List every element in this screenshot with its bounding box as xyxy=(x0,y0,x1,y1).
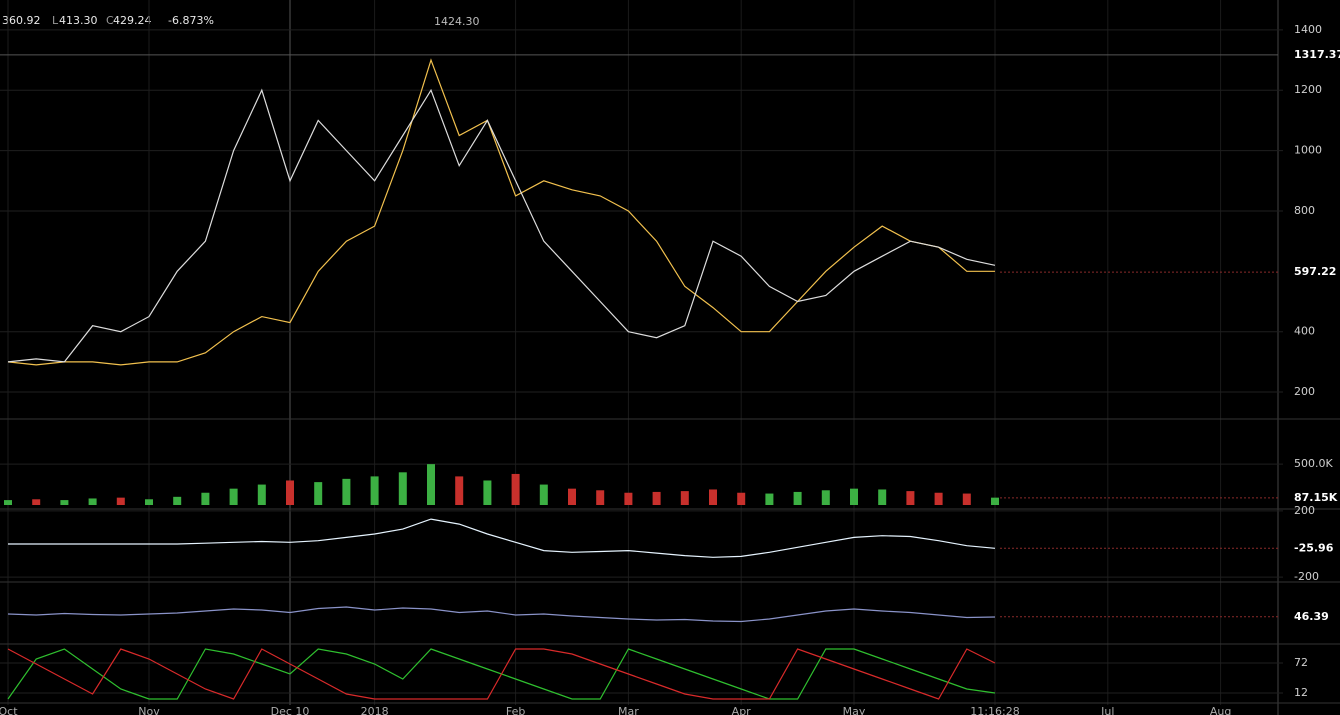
volume-bar xyxy=(934,492,943,505)
marker-label: 597.22 xyxy=(1294,265,1336,278)
volume-bar xyxy=(906,491,915,505)
high-value: 360.92 xyxy=(2,14,41,27)
volume-bar xyxy=(596,490,605,505)
x-tick-label: 2018 xyxy=(361,705,389,715)
volume-bar xyxy=(201,492,210,505)
y-tick-label: 200 xyxy=(1294,385,1315,398)
volume-bar xyxy=(88,498,97,505)
volume-bar xyxy=(962,493,971,505)
x-tick-label: May xyxy=(843,705,866,715)
volume-bar xyxy=(370,476,379,505)
volume-bar xyxy=(455,476,464,505)
x-tick-label: Mar xyxy=(618,705,639,715)
volume-bar xyxy=(342,478,351,505)
volume-bar xyxy=(145,499,153,505)
volume-bar xyxy=(229,488,238,505)
x-tick-label: Dec 10 xyxy=(271,705,310,715)
series-line xyxy=(7,88,996,363)
peak-label: 1424.30 xyxy=(434,15,480,28)
volume-bar xyxy=(850,488,858,505)
y-tick-label: 1000 xyxy=(1294,144,1322,157)
series-line xyxy=(7,58,995,366)
volume-bar xyxy=(257,484,266,505)
volume-bar xyxy=(511,473,520,505)
volume-bar xyxy=(4,500,12,505)
x-tick-label: Feb xyxy=(506,705,525,715)
y-tick-label: 500.0K xyxy=(1294,457,1333,470)
volume-bar xyxy=(991,497,999,505)
x-tick-label: 11:16:28 xyxy=(970,705,1019,715)
volume-bar xyxy=(539,484,548,505)
marker-label: 87.15K xyxy=(1294,491,1338,504)
change-value: -6.873% xyxy=(168,14,214,27)
marker-label: 1317.37 xyxy=(1294,48,1340,61)
volume-bar xyxy=(483,480,492,505)
series-line xyxy=(8,518,996,558)
volume-bar xyxy=(427,464,435,505)
series-line xyxy=(7,606,996,623)
y-tick-label: 1400 xyxy=(1294,23,1322,36)
volume-bar xyxy=(821,490,830,505)
x-tick-label: Nov xyxy=(138,705,160,715)
x-tick-label: Oct xyxy=(0,705,18,715)
volume-bar xyxy=(568,488,576,505)
series-line xyxy=(7,648,996,700)
volume-bar xyxy=(737,492,746,505)
volume-bar xyxy=(286,480,294,505)
y-tick-label: -200 xyxy=(1294,570,1319,583)
marker-label: -25.96 xyxy=(1294,541,1334,554)
close-value: 429.24 xyxy=(113,14,152,27)
y-tick-label: 200 xyxy=(1294,504,1315,517)
y-tick-label: 72 xyxy=(1294,656,1308,669)
volume-bar xyxy=(173,496,182,505)
volume-bar xyxy=(652,491,661,505)
volume-bar xyxy=(709,489,717,505)
x-tick-label: Apr xyxy=(732,705,752,715)
y-tick-label: 12 xyxy=(1294,686,1308,699)
low-label: L xyxy=(52,14,59,27)
volume-bar xyxy=(624,492,633,505)
x-tick-label: Jul xyxy=(1100,705,1114,715)
volume-bar xyxy=(32,499,41,505)
y-tick-label: 1200 xyxy=(1294,83,1322,96)
low-value: 413.30 xyxy=(59,14,98,27)
marker-label: 46.39 xyxy=(1294,610,1329,623)
y-tick-label: 400 xyxy=(1294,325,1315,338)
volume-bar xyxy=(116,497,125,505)
ohlc-header: 360.92 L 413.30 C 429.24 -6.873% xyxy=(2,14,214,27)
close-label: C xyxy=(106,14,114,27)
volume-bar xyxy=(793,491,802,505)
volume-bar xyxy=(398,472,407,505)
volume-bar xyxy=(314,482,323,505)
volume-bar xyxy=(878,489,887,505)
volume-bar xyxy=(60,500,69,505)
volume-bar xyxy=(680,491,689,505)
volume-bar xyxy=(765,493,774,505)
y-tick-label: 800 xyxy=(1294,204,1315,217)
x-tick-label: Aug xyxy=(1210,705,1231,715)
